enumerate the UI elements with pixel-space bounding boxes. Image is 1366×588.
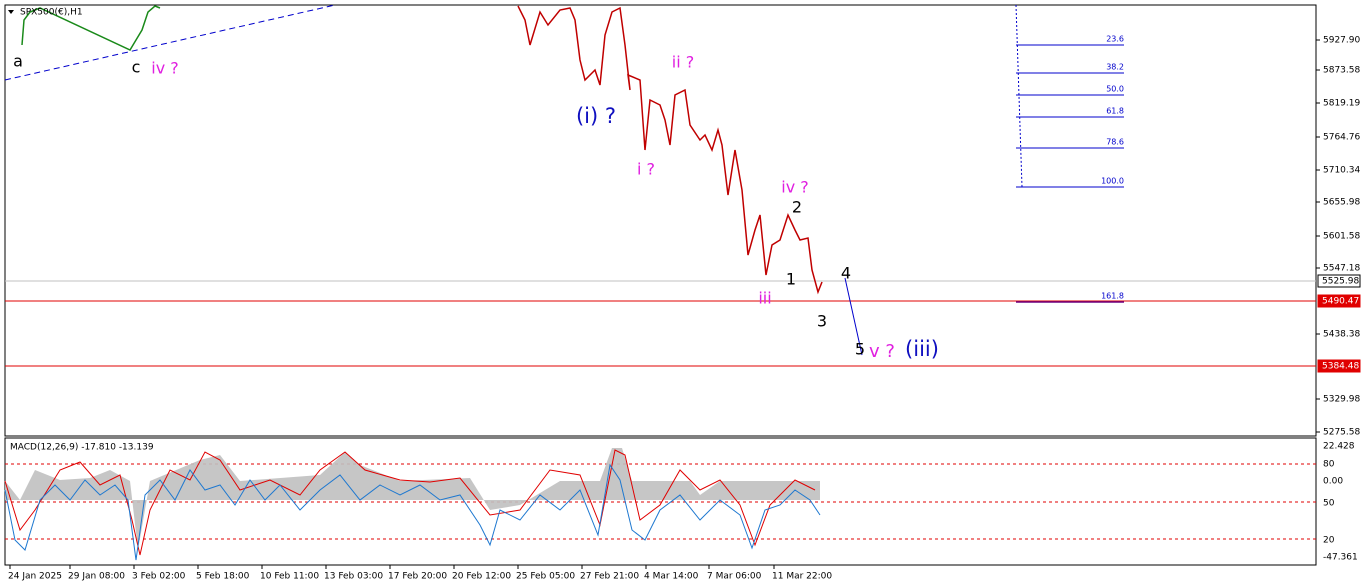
price-box: [1317, 294, 1361, 308]
price-label: 5329.98: [1323, 395, 1360, 405]
time-label: 7 Mar 06:00: [707, 572, 762, 582]
time-label: 13 Feb 03:00: [324, 572, 383, 582]
indicator-label: 20: [1323, 536, 1335, 546]
indicator-title: MACD(12,26,9) -17.810 -13.139: [10, 443, 154, 453]
projection-line: [844, 277, 863, 356]
fib-label: 23.6: [1106, 35, 1124, 44]
price-label: 5873.58: [1323, 66, 1360, 76]
menu-arrow: [8, 10, 14, 14]
wave-label: a: [13, 52, 23, 71]
price-box-label: 5384.48: [1322, 362, 1359, 372]
wave-label: iii: [758, 289, 771, 308]
symbol-label: SPX500(€),H1: [20, 8, 83, 18]
main-pane: [4, 4, 1317, 437]
indicator-label: 0.00: [1323, 477, 1343, 487]
wave-label: (i) ?: [576, 104, 616, 128]
price-label: 5601.58: [1323, 232, 1360, 242]
price-box: [1317, 359, 1361, 373]
wave-label: 5: [855, 340, 865, 359]
fib-label: 61.8: [1106, 107, 1124, 116]
wave-label: 4: [841, 264, 851, 283]
time-label: 10 Feb 11:00: [260, 572, 319, 582]
price-label: 5438.38: [1323, 330, 1360, 340]
time-label: 25 Feb 05:00: [516, 572, 575, 582]
trend-line: [4, 4, 336, 81]
fib-label: 78.6: [1106, 138, 1124, 147]
time-label: 24 Jan 2025: [8, 572, 62, 582]
price-label: 5764.76: [1323, 133, 1360, 143]
fib-label: 161.8: [1101, 292, 1124, 301]
time-label: 27 Feb 21:00: [580, 572, 639, 582]
price-box-label: 5490.47: [1322, 297, 1359, 307]
wave-label: i ?: [637, 160, 655, 179]
wave-label: (iii): [905, 337, 939, 361]
price-path: [21, 5, 161, 51]
wave-label: c: [132, 58, 141, 77]
macd-line: [4, 463, 821, 561]
time-label: 29 Jan 08:00: [68, 572, 125, 582]
time-label: 4 Mar 14:00: [644, 572, 699, 582]
price-label: 5547.18: [1323, 264, 1360, 274]
time-label: 5 Feb 18:00: [196, 572, 250, 582]
wave-label: 3: [817, 312, 827, 331]
indicator-label: 50: [1323, 499, 1335, 509]
time-label: 20 Feb 12:00: [452, 572, 511, 582]
fib-label: 100.0: [1101, 177, 1124, 186]
fib-label: 38.2: [1106, 63, 1124, 72]
price-box: [1317, 274, 1361, 288]
price-path: [517, 5, 823, 295]
time-label: 11 Mar 22:00: [772, 572, 832, 582]
indicator-label: -47.361: [1323, 553, 1358, 563]
price-label: 5819.19: [1323, 99, 1360, 109]
wave-label: iv ?: [781, 178, 809, 197]
wave-label: iv ?: [151, 59, 179, 78]
wave-label: v ?: [869, 341, 895, 362]
fib-anchor: [1015, 4, 1023, 188]
price-label: 5275.58: [1323, 428, 1360, 438]
price-label: 5710.34: [1323, 166, 1360, 176]
indicator-label: 80: [1323, 460, 1335, 470]
price-label: 5655.98: [1323, 198, 1360, 208]
time-label: 17 Feb 20:00: [388, 572, 447, 582]
price-box-label: 5525.98: [1322, 277, 1359, 287]
time-label: 3 Feb 02:00: [132, 572, 186, 582]
price-label: 5927.90: [1323, 36, 1360, 46]
wave-label: 2: [792, 198, 802, 217]
indicator-label: 22.428: [1323, 442, 1355, 452]
wave-label: ii ?: [672, 53, 694, 72]
fib-label: 50.0: [1106, 85, 1124, 94]
wave-label: 1: [786, 270, 796, 289]
